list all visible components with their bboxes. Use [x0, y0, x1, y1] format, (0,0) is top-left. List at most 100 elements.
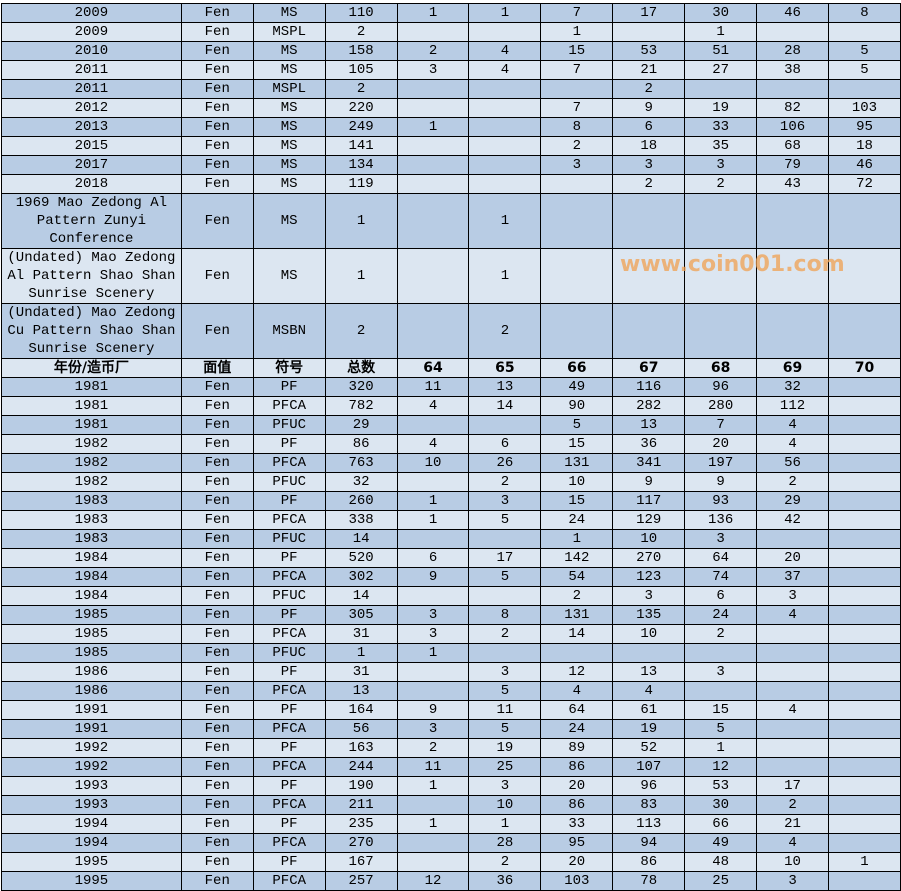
table-cell[interactable]: 43 — [756, 174, 829, 194]
table-cell[interactable]: 86 — [612, 852, 686, 872]
table-cell[interactable]: 10 — [396, 453, 470, 473]
table-cell[interactable]: 2 — [756, 795, 829, 815]
table-cell[interactable]: 520 — [324, 548, 398, 568]
table-cell[interactable]: MS — [252, 155, 326, 175]
table-cell[interactable]: Fen — [180, 719, 254, 739]
table-cell[interactable]: Fen — [180, 396, 254, 416]
table-cell[interactable]: 7 — [540, 3, 614, 23]
table-cell[interactable]: 26 — [468, 453, 542, 473]
table-cell[interactable]: 3 — [396, 60, 470, 80]
table-cell[interactable]: 167 — [324, 852, 398, 872]
table-cell[interactable]: MS — [252, 174, 326, 194]
table-cell[interactable]: 17 — [756, 776, 829, 796]
table-cell[interactable]: 18 — [827, 136, 901, 156]
table-cell[interactable] — [756, 22, 829, 42]
table-cell[interactable] — [468, 529, 542, 549]
table-cell[interactable]: 249 — [324, 117, 398, 137]
table-cell[interactable]: 1 — [324, 643, 398, 663]
table-cell[interactable]: 1 — [468, 3, 542, 23]
table-cell[interactable]: Fen — [180, 776, 254, 796]
table-cell[interactable] — [827, 662, 901, 682]
table-cell[interactable]: 164 — [324, 700, 398, 720]
table-cell[interactable]: 2 — [324, 303, 398, 359]
table-cell[interactable]: PFCA — [252, 719, 326, 739]
table-cell[interactable]: 15 — [540, 41, 614, 61]
table-cell[interactable]: MS — [252, 193, 326, 249]
table-cell[interactable] — [468, 155, 542, 175]
table-cell[interactable]: Fen — [180, 738, 254, 758]
table-cell[interactable]: 33 — [540, 814, 614, 834]
table-cell[interactable]: PF — [252, 738, 326, 758]
table-cell[interactable]: Fen — [180, 155, 254, 175]
table-cell[interactable]: 110 — [324, 3, 398, 23]
table-cell[interactable]: Fen — [180, 377, 254, 397]
table-cell[interactable]: 1991 — [1, 719, 182, 739]
table-cell[interactable]: 10 — [612, 529, 686, 549]
table-cell[interactable]: 3 — [756, 586, 829, 606]
table-cell[interactable]: 1995 — [1, 852, 182, 872]
table-cell[interactable]: 1 — [468, 193, 542, 249]
table-cell[interactable]: 1982 — [1, 453, 182, 473]
table-cell[interactable]: 2009 — [1, 3, 182, 23]
table-cell[interactable] — [684, 303, 758, 359]
table-cell[interactable]: 8 — [468, 605, 542, 625]
table-cell[interactable]: 15 — [684, 700, 758, 720]
table-cell[interactable]: 6 — [396, 548, 470, 568]
table-cell[interactable] — [540, 643, 614, 663]
table-cell[interactable]: 2009 — [1, 22, 182, 42]
table-cell[interactable]: Fen — [180, 852, 254, 872]
table-cell[interactable]: 4 — [756, 833, 829, 853]
table-cell[interactable] — [827, 396, 901, 416]
table-cell[interactable] — [827, 434, 901, 454]
table-cell[interactable]: 29 — [324, 415, 398, 435]
table-cell[interactable]: 1 — [396, 814, 470, 834]
table-cell[interactable]: (Undated) Mao Zedong Cu Pattern Shao Sha… — [1, 303, 182, 359]
table-cell[interactable]: 38 — [756, 60, 829, 80]
table-cell[interactable] — [396, 303, 470, 359]
table-cell[interactable]: 2 — [324, 79, 398, 99]
table-cell[interactable] — [396, 136, 470, 156]
table-cell[interactable]: 5 — [468, 719, 542, 739]
table-cell[interactable]: 2011 — [1, 79, 182, 99]
table-cell[interactable]: 37 — [756, 567, 829, 587]
table-cell[interactable] — [827, 700, 901, 720]
table-cell[interactable]: 4 — [468, 60, 542, 80]
table-cell[interactable] — [756, 79, 829, 99]
table-cell[interactable]: 1993 — [1, 776, 182, 796]
table-cell[interactable]: 12 — [684, 757, 758, 777]
table-cell[interactable]: 90 — [540, 396, 614, 416]
table-cell[interactable]: 1993 — [1, 795, 182, 815]
table-cell[interactable]: 27 — [684, 60, 758, 80]
table-cell[interactable] — [396, 79, 470, 99]
table-cell[interactable] — [396, 662, 470, 682]
table-cell[interactable] — [468, 415, 542, 435]
table-cell[interactable]: 36 — [468, 871, 542, 891]
table-cell[interactable] — [827, 586, 901, 606]
table-cell[interactable]: 64 — [540, 700, 614, 720]
table-cell[interactable]: 13 — [324, 681, 398, 701]
table-cell[interactable]: 4 — [396, 396, 470, 416]
table-cell[interactable]: Fen — [180, 529, 254, 549]
table-cell[interactable] — [827, 624, 901, 644]
table-cell[interactable]: Fen — [180, 303, 254, 359]
table-cell[interactable] — [396, 681, 470, 701]
table-cell[interactable]: 2 — [468, 303, 542, 359]
table-cell[interactable]: 302 — [324, 567, 398, 587]
table-cell[interactable]: 244 — [324, 757, 398, 777]
column-header[interactable]: 66 — [540, 358, 614, 378]
table-cell[interactable]: Fen — [180, 117, 254, 137]
table-cell[interactable]: 2013 — [1, 117, 182, 137]
table-cell[interactable] — [827, 303, 901, 359]
table-cell[interactable]: 24 — [684, 605, 758, 625]
table-cell[interactable]: 1994 — [1, 814, 182, 834]
table-cell[interactable]: 305 — [324, 605, 398, 625]
table-cell[interactable]: PF — [252, 814, 326, 834]
table-cell[interactable]: 135 — [612, 605, 686, 625]
table-cell[interactable]: Fen — [180, 624, 254, 644]
table-cell[interactable]: Fen — [180, 871, 254, 891]
table-cell[interactable]: Fen — [180, 567, 254, 587]
table-cell[interactable]: 3 — [684, 155, 758, 175]
table-cell[interactable]: 1 — [827, 852, 901, 872]
table-cell[interactable]: 1 — [396, 491, 470, 511]
table-cell[interactable]: 1991 — [1, 700, 182, 720]
